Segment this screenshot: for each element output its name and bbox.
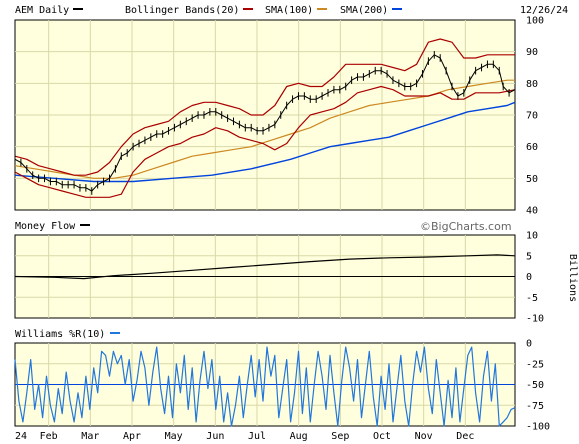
y-tick-label: 100 bbox=[526, 16, 544, 27]
y-tick-label: -100 bbox=[526, 422, 550, 433]
y-tick-label: 80 bbox=[526, 79, 538, 90]
williams-panel: Williams %R(10) 0 -25 -50 -75 -100 bbox=[14, 329, 550, 433]
month-label: Oct bbox=[373, 431, 391, 442]
date-label: 12/26/24 bbox=[520, 5, 568, 16]
williams-line bbox=[14, 346, 516, 427]
y-tick-label: 10 bbox=[526, 231, 538, 242]
price-y-axis: 100 90 80 70 60 50 40 bbox=[526, 16, 544, 217]
y-tick-label: 90 bbox=[526, 47, 538, 58]
y-tick-label: 50 bbox=[526, 174, 538, 185]
legend-label: Bollinger Bands(20) bbox=[125, 5, 239, 16]
sma100-line bbox=[14, 79, 515, 179]
month-label: Feb bbox=[40, 431, 58, 442]
month-label: Nov bbox=[415, 431, 433, 442]
month-label: Mar bbox=[81, 431, 99, 442]
month-label: Dec bbox=[456, 431, 474, 442]
y-tick-label: 70 bbox=[526, 111, 538, 122]
month-label: 24 bbox=[15, 431, 27, 442]
y-tick-label: -5 bbox=[526, 293, 538, 304]
price-line bbox=[14, 54, 516, 192]
month-label: May bbox=[165, 431, 183, 442]
y-tick-label: -10 bbox=[526, 314, 544, 325]
y-tick-label: 5 bbox=[526, 251, 532, 262]
price-panel: 100 90 80 70 60 50 40 bbox=[14, 16, 544, 217]
price-legend: AEM Daily Bollinger Bands(20) SMA(100) SMA(… bbox=[15, 5, 402, 16]
month-label: Jun bbox=[206, 431, 224, 442]
legend-label: SMA(100) bbox=[265, 5, 313, 16]
y-tick-label: 40 bbox=[526, 206, 538, 217]
month-label: Apr bbox=[123, 431, 141, 442]
y-tick-label: 60 bbox=[526, 142, 538, 153]
williams-series bbox=[14, 346, 516, 427]
sma200-line bbox=[14, 101, 516, 183]
money-flow-ylabel: Billions bbox=[567, 254, 578, 302]
y-tick-label: 0 bbox=[526, 339, 532, 350]
month-axis: 24 Feb Mar Apr May Jun Jul Aug Sep Oct Nov Dec bbox=[15, 431, 474, 442]
price-grid bbox=[15, 20, 515, 210]
money-flow-y-axis: 10 5 0 -5 -10 bbox=[526, 231, 544, 325]
month-label: Jul bbox=[248, 431, 266, 442]
legend-label: SMA(200) bbox=[340, 5, 388, 16]
legend-label: AEM Daily bbox=[15, 5, 69, 16]
williams-title: Williams %R(10) bbox=[15, 329, 105, 340]
money-flow-title: Money Flow bbox=[15, 221, 76, 232]
money-flow-line bbox=[14, 254, 516, 280]
month-label: Aug bbox=[290, 431, 308, 442]
y-tick-label: -25 bbox=[526, 359, 544, 370]
month-label: Sep bbox=[331, 431, 349, 442]
money-flow-series bbox=[14, 254, 516, 280]
y-tick-label: -75 bbox=[526, 401, 544, 412]
price-series bbox=[14, 38, 516, 198]
bigcharts-watermark: ©BigCharts.com bbox=[420, 220, 512, 233]
money-flow-panel: Money Flow ©BigCharts.com 10 5 0 -5 -10 Bill… bbox=[14, 220, 578, 325]
y-tick-label: -50 bbox=[526, 380, 544, 391]
bollinger-upper-line bbox=[14, 38, 515, 176]
bollinger-lower-line bbox=[14, 85, 516, 198]
williams-y-axis: 0 -25 -50 -75 -100 bbox=[526, 339, 550, 433]
y-tick-label: 0 bbox=[526, 272, 532, 283]
